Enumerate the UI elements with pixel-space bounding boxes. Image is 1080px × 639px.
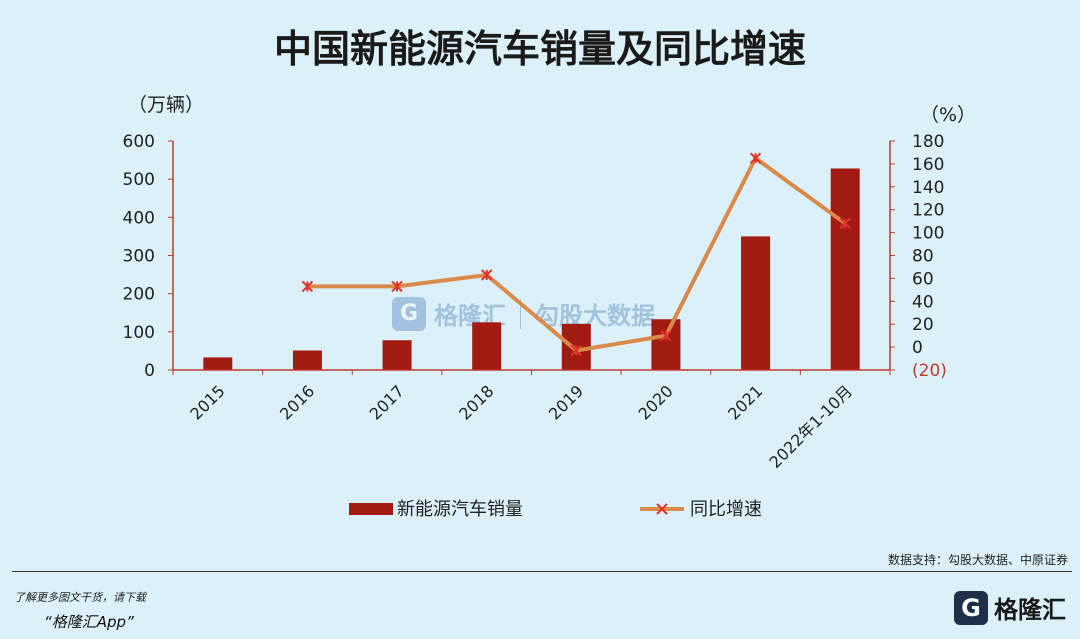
x-tick-label: 2018 — [455, 381, 497, 423]
right-axis-unit: （%） — [920, 104, 977, 126]
growth-point-2019 — [570, 344, 583, 357]
brand-logo: G 格隆汇 — [954, 590, 1066, 625]
x-tick-label: 2020 — [635, 381, 677, 423]
legend-bar-label: 新能源汽车销量 — [397, 499, 523, 520]
x-tick-label: 2017 — [366, 381, 408, 423]
x-tick-label: 2022年1-10月 — [765, 381, 856, 472]
legend-bar-swatch — [349, 503, 393, 515]
growth-point-2018 — [480, 269, 493, 281]
left-tick-label: 0 — [144, 361, 155, 381]
growth-point-2021 — [749, 152, 762, 164]
watermark-logo-icon: G — [392, 296, 426, 331]
right-tick-label: 180 — [912, 132, 944, 152]
x-tick-label: 2019 — [545, 381, 587, 423]
bar-2021 — [741, 236, 771, 370]
footer-divider — [12, 571, 1072, 572]
left-tick-label: 200 — [123, 285, 155, 305]
left-tick-label: 400 — [123, 208, 155, 228]
watermark-divider — [520, 298, 521, 329]
bar-2022年1-10月 — [830, 168, 860, 370]
right-tick-label: 60 — [912, 269, 934, 289]
right-tick-label: 80 — [912, 247, 934, 267]
right-tick-label: 160 — [912, 155, 944, 175]
left-tick-label: 300 — [123, 247, 155, 267]
x-tick-label: 2015 — [186, 381, 228, 423]
chart-title: 中国新能源汽车销量及同比增速 — [273, 27, 806, 71]
left-tick-label: 500 — [123, 170, 155, 190]
right-tick-label: 100 — [912, 224, 944, 244]
growth-point-2020 — [660, 329, 672, 342]
data-source: 数据支持：勾股大数据、中原证券 — [887, 553, 1068, 567]
x-tick-label: 2021 — [724, 381, 766, 423]
right-tick-label: 20 — [912, 315, 934, 335]
left-tick-label: 600 — [123, 132, 155, 152]
bar-2018 — [472, 322, 502, 370]
legend-line-marker — [656, 503, 668, 515]
watermark-partner: 勾股大数据 — [535, 302, 655, 330]
growth-point-2016 — [301, 280, 314, 293]
growth-point-2017 — [391, 280, 403, 293]
right-tick-label: 0 — [912, 338, 923, 358]
promo-app-name: “格隆汇App” — [44, 613, 134, 631]
right-tick-label: 40 — [912, 292, 934, 312]
bar-2016 — [292, 350, 322, 370]
legend-line-label: 同比增速 — [690, 499, 762, 520]
bar-2015 — [203, 357, 233, 370]
brand-logo-icon: G — [954, 590, 988, 625]
right-tick-label: 120 — [912, 201, 944, 221]
right-tick-label: 140 — [912, 178, 944, 198]
left-tick-label: 100 — [123, 323, 155, 343]
growth-point-2022年1-10月 — [839, 217, 851, 230]
right-tick-label: (20) — [912, 361, 947, 381]
promo-text: 了解更多图文干货，请下载 — [14, 591, 146, 604]
brand-name: 格隆汇 — [994, 596, 1066, 624]
bar-2017 — [382, 340, 412, 370]
x-tick-label: 2016 — [276, 381, 318, 423]
left-axis-unit: （万辆） — [128, 94, 205, 116]
bar-2020 — [651, 319, 681, 370]
